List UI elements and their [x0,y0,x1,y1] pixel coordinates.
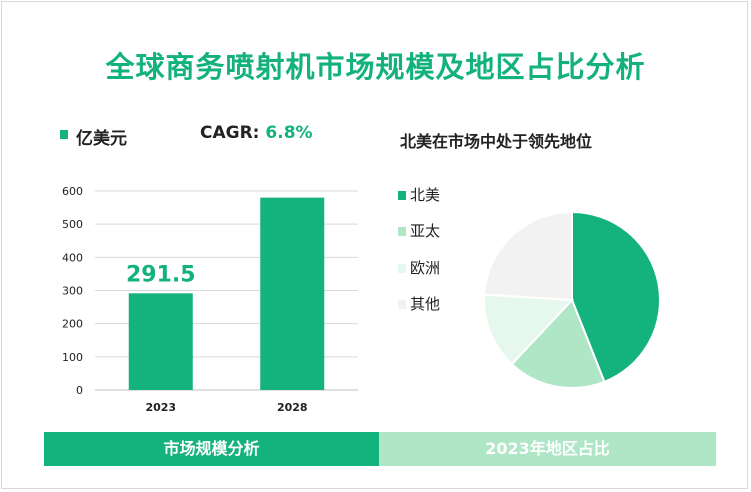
pie-legend-label-3: 其他 [410,295,441,313]
pie-legend-swatch-2 [398,264,406,273]
pie-slice [571,210,661,384]
footer-market-size: 市场规模分析 [44,432,379,466]
pie-title: 北美在市场中处于领先地位 [400,132,593,151]
bar-legend-swatch [60,130,68,139]
y-tick-label: 0 [76,384,83,397]
unit-label: 亿美元 [76,129,127,149]
pie-legend-swatch-1 [398,227,406,236]
y-tick-label: 400 [62,251,83,264]
pie-legend-label-2: 欧洲 [410,259,441,277]
y-tick-label: 500 [62,218,83,231]
y-tick-label: 300 [62,285,83,298]
cagr-value: 6.8% [265,123,313,143]
x-tick-label: 2023 [145,401,176,414]
pie-legend-label-0: 北美 [410,186,441,204]
bar [128,293,193,390]
page-title: 全球商务喷射机市场规模及地区占比分析 [105,50,646,84]
cagr-label-text: CAGR: [200,123,260,143]
pie-legend-swatch-3 [398,300,406,309]
pie-slice [483,293,575,366]
pie-legend-swatch-0 [398,191,406,200]
pie-slice [510,298,606,389]
pie-legend-label-1: 亚太 [410,222,441,240]
bar [260,197,325,390]
footer-region-share: 2023年地区占比 [379,432,716,466]
pie-slice [483,210,573,302]
cagr-label: CAGR: 6.8% [200,123,313,143]
y-tick-label: 200 [62,318,83,331]
bar-data-label: 291.5 [126,262,196,287]
y-tick-label: 100 [62,351,83,364]
x-tick-label: 2028 [277,401,308,414]
y-tick-label: 600 [62,185,83,198]
